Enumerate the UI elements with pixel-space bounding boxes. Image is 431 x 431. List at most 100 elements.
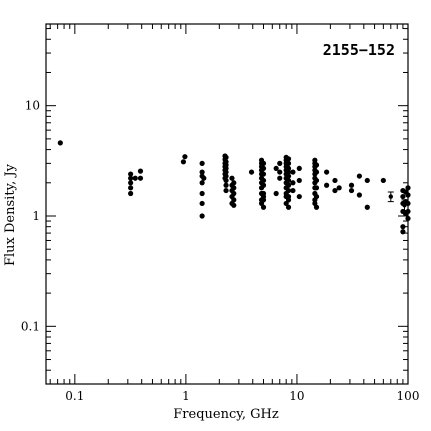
data-point <box>285 197 292 203</box>
data-point <box>285 177 292 184</box>
data-point <box>285 160 292 166</box>
data-point <box>57 140 63 146</box>
x-tick-label: 0.1 <box>65 389 84 403</box>
data-point <box>285 182 292 188</box>
data-point <box>223 187 229 194</box>
axis-tick-labels: 0.1 1 10 100 0.1 1 10 <box>21 99 420 403</box>
data-points <box>57 140 411 235</box>
data-point <box>180 159 187 165</box>
data-point <box>405 208 411 215</box>
data-point <box>231 190 237 197</box>
data-point <box>128 190 134 197</box>
data-point <box>285 173 292 179</box>
data-point <box>332 187 338 194</box>
data-point <box>260 171 267 177</box>
data-point <box>128 175 134 181</box>
plot-border <box>45 23 409 385</box>
data-point <box>231 185 237 191</box>
x-tick-label: 1 <box>182 389 190 403</box>
data-point <box>400 193 406 200</box>
data-point <box>400 224 406 230</box>
y-tick-label: 1 <box>32 209 40 223</box>
x-axis-label: Frequency, GHz <box>173 407 279 422</box>
data-point <box>223 165 229 172</box>
data-point <box>199 180 205 186</box>
x-tick-label: 100 <box>397 389 420 403</box>
data-point <box>364 177 370 184</box>
data-point <box>277 169 283 175</box>
data-point <box>128 185 134 191</box>
data-point <box>285 204 292 210</box>
data-point <box>356 173 362 179</box>
chart-title: 2155−152 <box>323 41 395 59</box>
data-point <box>348 182 355 188</box>
data-point <box>285 187 292 194</box>
data-point <box>260 182 267 188</box>
data-point <box>199 160 205 166</box>
data-point <box>260 165 267 172</box>
data-point <box>313 185 320 191</box>
data-point <box>285 169 292 175</box>
x-tick-label: 10 <box>289 389 304 403</box>
data-point <box>199 200 205 207</box>
data-point <box>132 175 138 181</box>
data-point <box>324 182 330 188</box>
data-point <box>273 165 279 172</box>
data-point <box>128 180 134 186</box>
data-point <box>364 204 370 210</box>
data-point <box>201 175 207 181</box>
data-point <box>231 197 237 203</box>
data-point <box>223 182 229 188</box>
data-point <box>336 185 342 191</box>
data-point <box>231 202 237 208</box>
data-point <box>229 175 235 181</box>
data-point <box>296 193 302 200</box>
data-point <box>285 156 292 162</box>
data-point <box>290 187 296 194</box>
data-point <box>199 169 205 175</box>
data-point <box>405 185 411 191</box>
data-point <box>223 173 229 179</box>
data-point <box>324 169 330 175</box>
data-point <box>182 154 188 160</box>
data-point <box>248 169 255 175</box>
data-point-with-error <box>402 203 407 208</box>
plot-frame <box>45 23 409 385</box>
data-point <box>223 154 229 160</box>
y-tick-label: 0.1 <box>21 319 40 333</box>
data-point <box>128 171 134 177</box>
data-point <box>199 190 205 197</box>
axis-ticks <box>46 24 409 385</box>
data-point <box>313 177 320 184</box>
data-point <box>296 165 302 172</box>
data-point <box>137 168 144 174</box>
data-point <box>356 192 362 198</box>
data-point <box>290 180 296 186</box>
data-point <box>137 175 144 181</box>
data-point <box>231 180 237 186</box>
data-point <box>296 177 302 184</box>
y-axis-label: Flux Density, Jy <box>3 163 18 266</box>
data-point <box>313 204 320 210</box>
data-point <box>290 169 296 175</box>
data-point <box>260 160 267 166</box>
data-point <box>313 169 320 175</box>
data-point <box>277 175 283 181</box>
data-point <box>223 177 229 184</box>
y-tick-label: 10 <box>25 99 40 113</box>
data-point <box>260 197 267 203</box>
data-point <box>380 177 386 184</box>
data-point <box>405 192 411 198</box>
data-point <box>400 229 406 235</box>
data-point <box>405 200 411 207</box>
data-point <box>260 204 267 210</box>
data-point <box>223 169 229 175</box>
data-point <box>332 177 338 184</box>
data-point <box>348 187 355 194</box>
data-point <box>260 177 267 184</box>
data-point <box>313 162 320 168</box>
data-point <box>277 160 283 166</box>
data-point-with-error <box>388 194 393 199</box>
data-point <box>405 215 411 222</box>
